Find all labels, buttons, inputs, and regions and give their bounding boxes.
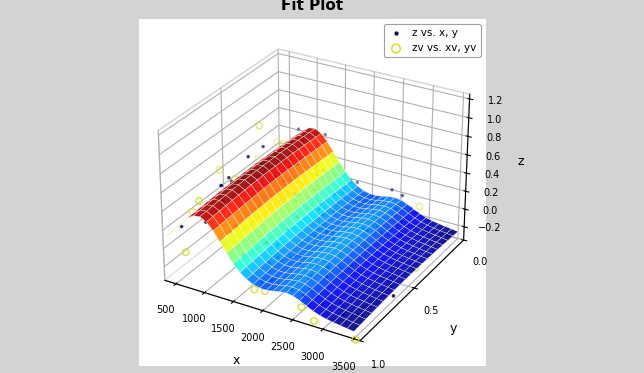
Y-axis label: y: y [450, 322, 457, 335]
X-axis label: x: x [232, 354, 240, 367]
Legend: z vs. x, y, zv vs. xv, yv: z vs. x, y, zv vs. xv, yv [384, 24, 480, 57]
Title: Fit Plot: Fit Plot [281, 0, 343, 13]
